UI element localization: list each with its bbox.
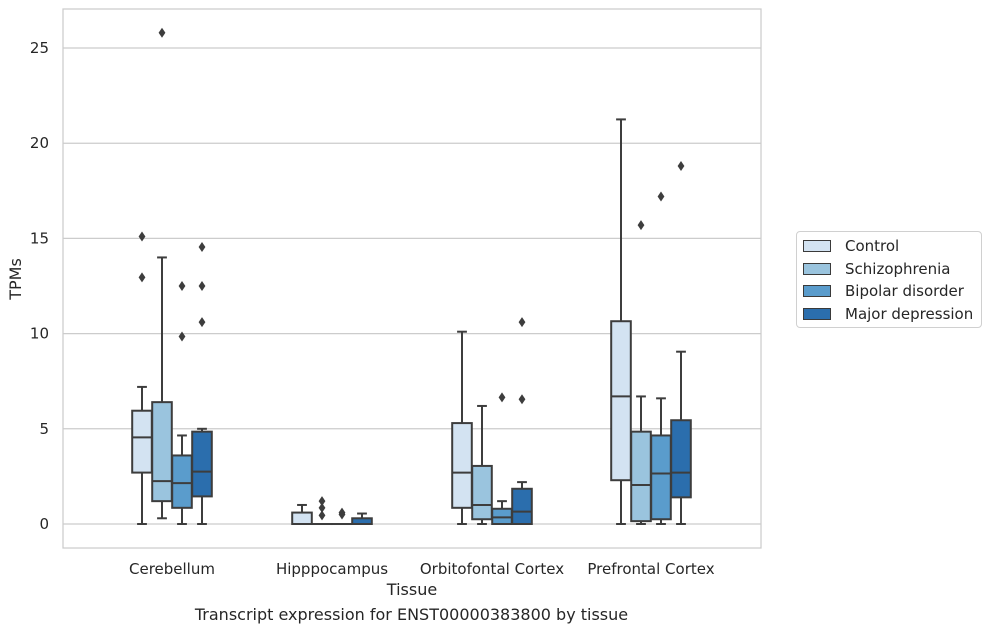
box-iqr — [610, 320, 632, 482]
x-tick-label: Orbitofontal Cortex — [420, 560, 564, 578]
outlier-point — [677, 161, 685, 172]
y-tick-label: 10 — [30, 325, 49, 343]
legend-swatch — [803, 285, 831, 298]
box-iqr — [670, 419, 692, 499]
x-axis-label: Tissue — [386, 580, 437, 599]
outlier-point — [138, 231, 146, 242]
box-major-depression-cerebellum — [191, 241, 213, 525]
box-iqr — [191, 430, 213, 498]
outlier-point — [318, 496, 326, 507]
legend-item: Control — [797, 235, 981, 258]
legend-swatch — [803, 262, 831, 275]
y-tick-label: 20 — [30, 134, 49, 152]
legend-label: Schizophrenia — [845, 259, 951, 278]
outlier-point — [198, 281, 206, 291]
legend-item: Schizophrenia — [797, 258, 981, 281]
outlier-point — [518, 394, 526, 405]
box-groups — [131, 27, 692, 526]
box-bipolar-disorder-prefrontal-cortex — [650, 191, 672, 525]
legend-label: Control — [845, 237, 900, 256]
outlier-point — [498, 392, 506, 403]
chart-caption: Transcript expression for ENST0000038380… — [194, 605, 629, 624]
y-tick-label: 5 — [39, 420, 49, 438]
box-iqr — [451, 422, 473, 509]
y-tick-label: 0 — [39, 515, 49, 533]
legend-label: Bipolar disorder — [845, 282, 964, 301]
outlier-point — [518, 317, 526, 328]
box-schizophrenia-cerebellum — [151, 27, 173, 520]
outlier-point — [138, 272, 146, 283]
box-major-depression-orbitofontal-cortex — [511, 317, 533, 525]
box-schizophrenia-orbitofontal-cortex — [471, 404, 493, 525]
box-iqr — [151, 401, 173, 503]
outlier-point — [158, 27, 166, 38]
legend-label: Major depression — [845, 304, 974, 323]
box-control-cerebellum — [131, 231, 153, 525]
x-tick-label: Prefrontal Cortex — [587, 560, 714, 578]
box-control-orbitofontal-cortex — [451, 330, 473, 525]
x-tick-labels: Cerebellum Hipppocampus Orbitofontal Corte… — [129, 560, 715, 578]
box-iqr — [291, 511, 313, 525]
outlier-point — [198, 317, 206, 328]
box-iqr — [171, 454, 193, 509]
x-tick-label: Cerebellum — [129, 560, 215, 578]
outlier-point — [657, 191, 665, 202]
box-schizophrenia-hipppocampus — [311, 496, 333, 526]
box-iqr — [131, 409, 153, 474]
legend: Control Schizophrenia Bipolar disorder Majo… — [796, 231, 982, 328]
y-tick-labels: 0 5 10 15 20 25 — [30, 39, 49, 533]
outlier-point — [178, 331, 186, 342]
box-iqr — [511, 487, 533, 525]
box-iqr — [630, 430, 652, 523]
y-tick-label: 15 — [30, 229, 49, 247]
box-bipolar-disorder-orbitofontal-cortex — [491, 392, 513, 526]
box-bipolar-disorder-hipppocampus — [331, 507, 353, 526]
outlier-point — [198, 241, 206, 252]
box-iqr — [650, 434, 672, 521]
box-bipolar-disorder-cerebellum — [171, 281, 193, 525]
plot-area-frame — [62, 8, 762, 549]
legend-item: Bipolar disorder — [797, 280, 981, 303]
x-tick-label: Hipppocampus — [276, 560, 388, 578]
outlier-point — [637, 220, 645, 231]
box-schizophrenia-prefrontal-cortex — [630, 220, 652, 525]
legend-item: Major depression — [797, 303, 981, 326]
box-major-depression-prefrontal-cortex — [670, 161, 692, 525]
outlier-point — [338, 509, 346, 520]
box-control-prefrontal-cortex — [610, 118, 632, 525]
outlier-point — [318, 510, 326, 521]
y-tick-label: 25 — [30, 39, 49, 57]
legend-swatch — [803, 307, 831, 320]
box-major-depression-hipppocampus — [351, 512, 373, 526]
outlier-point — [178, 281, 186, 291]
y-axis-label: TPMs — [6, 258, 25, 301]
box-control-hipppocampus — [291, 503, 313, 525]
box-iqr — [471, 464, 493, 521]
outlier-point — [318, 502, 326, 513]
legend-swatch — [803, 240, 831, 253]
